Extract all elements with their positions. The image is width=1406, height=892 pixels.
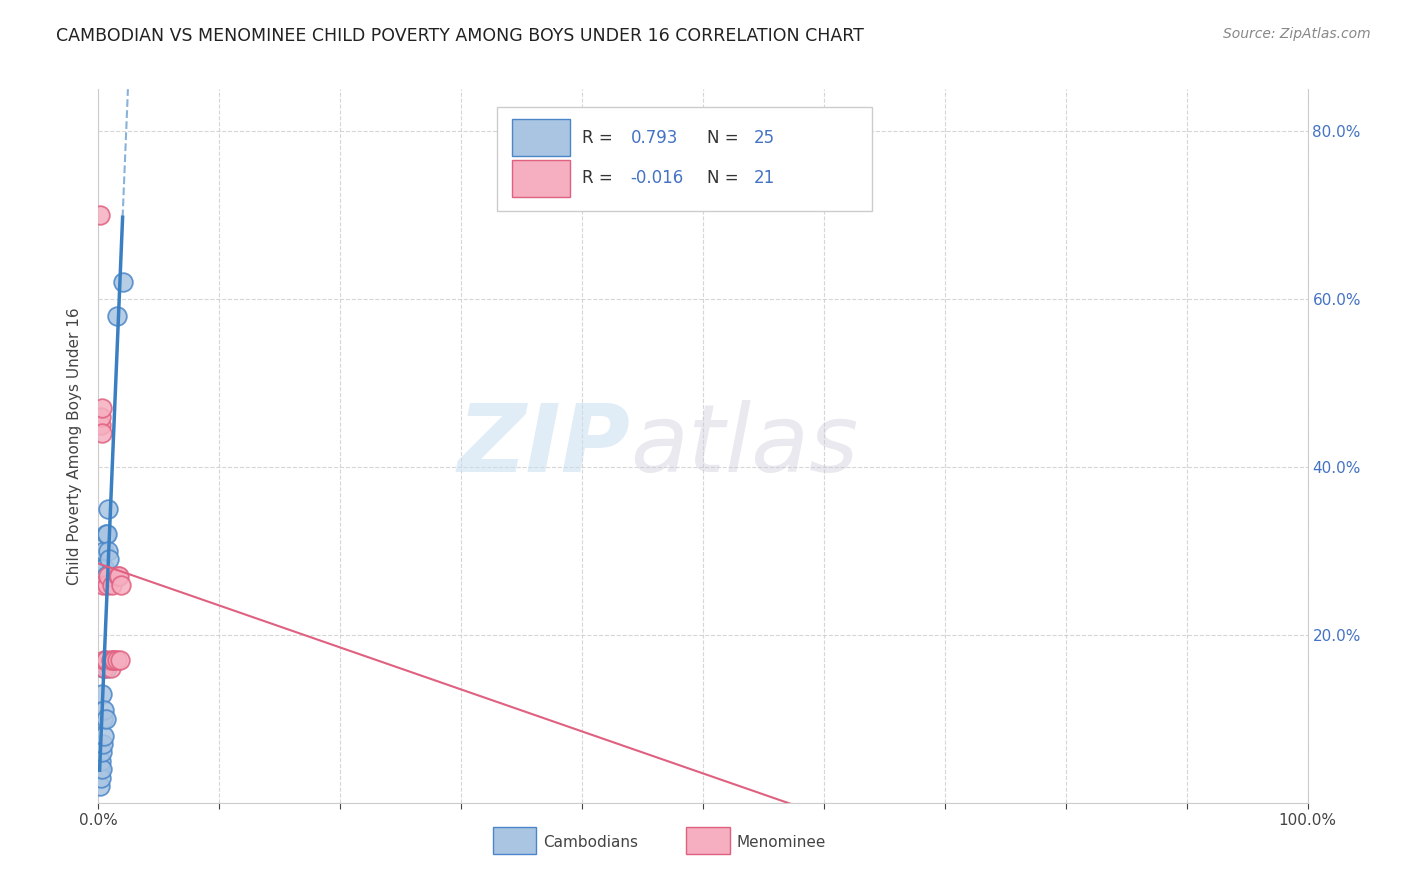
Point <box>91 762 114 776</box>
Point <box>94 569 117 583</box>
Point <box>94 712 117 726</box>
Point <box>91 577 114 591</box>
Point <box>111 275 134 289</box>
Point <box>90 771 112 785</box>
Text: Source: ZipAtlas.com: Source: ZipAtlas.com <box>1223 27 1371 41</box>
Text: ZIP: ZIP <box>457 400 630 492</box>
Point <box>91 687 114 701</box>
Point <box>93 703 115 717</box>
Point <box>100 653 122 667</box>
Point <box>91 560 114 574</box>
Point <box>91 401 114 416</box>
Text: -0.016: -0.016 <box>630 169 683 187</box>
Point <box>110 577 132 591</box>
Point <box>108 569 131 583</box>
FancyBboxPatch shape <box>686 827 730 855</box>
Point <box>91 712 114 726</box>
Text: 25: 25 <box>754 128 775 146</box>
Point <box>96 577 118 591</box>
Point <box>97 569 120 583</box>
FancyBboxPatch shape <box>512 160 569 197</box>
Point <box>107 569 129 583</box>
Point <box>91 737 114 751</box>
Point <box>100 661 122 675</box>
Text: N =: N = <box>707 169 744 187</box>
Text: 0.793: 0.793 <box>630 128 678 146</box>
Text: 21: 21 <box>754 169 775 187</box>
Point <box>90 409 112 424</box>
Point <box>103 653 125 667</box>
Point <box>93 560 115 574</box>
Point <box>93 661 115 675</box>
FancyBboxPatch shape <box>492 827 536 855</box>
Point <box>97 544 120 558</box>
Point <box>96 661 118 675</box>
Point <box>89 208 111 222</box>
Text: N =: N = <box>707 128 744 146</box>
Point <box>91 426 114 441</box>
Point <box>94 653 117 667</box>
Point <box>93 729 115 743</box>
FancyBboxPatch shape <box>498 107 872 211</box>
Point <box>93 544 115 558</box>
Point <box>90 417 112 432</box>
Text: R =: R = <box>582 169 619 187</box>
Point <box>93 653 115 667</box>
Text: Menominee: Menominee <box>737 835 827 849</box>
Text: CAMBODIAN VS MENOMINEE CHILD POVERTY AMONG BOYS UNDER 16 CORRELATION CHART: CAMBODIAN VS MENOMINEE CHILD POVERTY AMO… <box>56 27 865 45</box>
Point <box>91 746 114 760</box>
Point <box>98 552 121 566</box>
Point <box>94 527 117 541</box>
Point <box>96 527 118 541</box>
Text: R =: R = <box>582 128 619 146</box>
Point <box>105 309 128 323</box>
Text: Cambodians: Cambodians <box>543 835 638 849</box>
Point <box>91 661 114 675</box>
Point <box>108 653 131 667</box>
Point <box>100 577 122 591</box>
Point <box>97 502 120 516</box>
Point <box>89 762 111 776</box>
Y-axis label: Child Poverty Among Boys Under 16: Child Poverty Among Boys Under 16 <box>67 307 83 585</box>
Point <box>89 779 111 793</box>
Point <box>101 653 124 667</box>
Point <box>90 754 112 768</box>
Text: atlas: atlas <box>630 401 859 491</box>
FancyBboxPatch shape <box>512 120 569 156</box>
Point <box>105 653 128 667</box>
